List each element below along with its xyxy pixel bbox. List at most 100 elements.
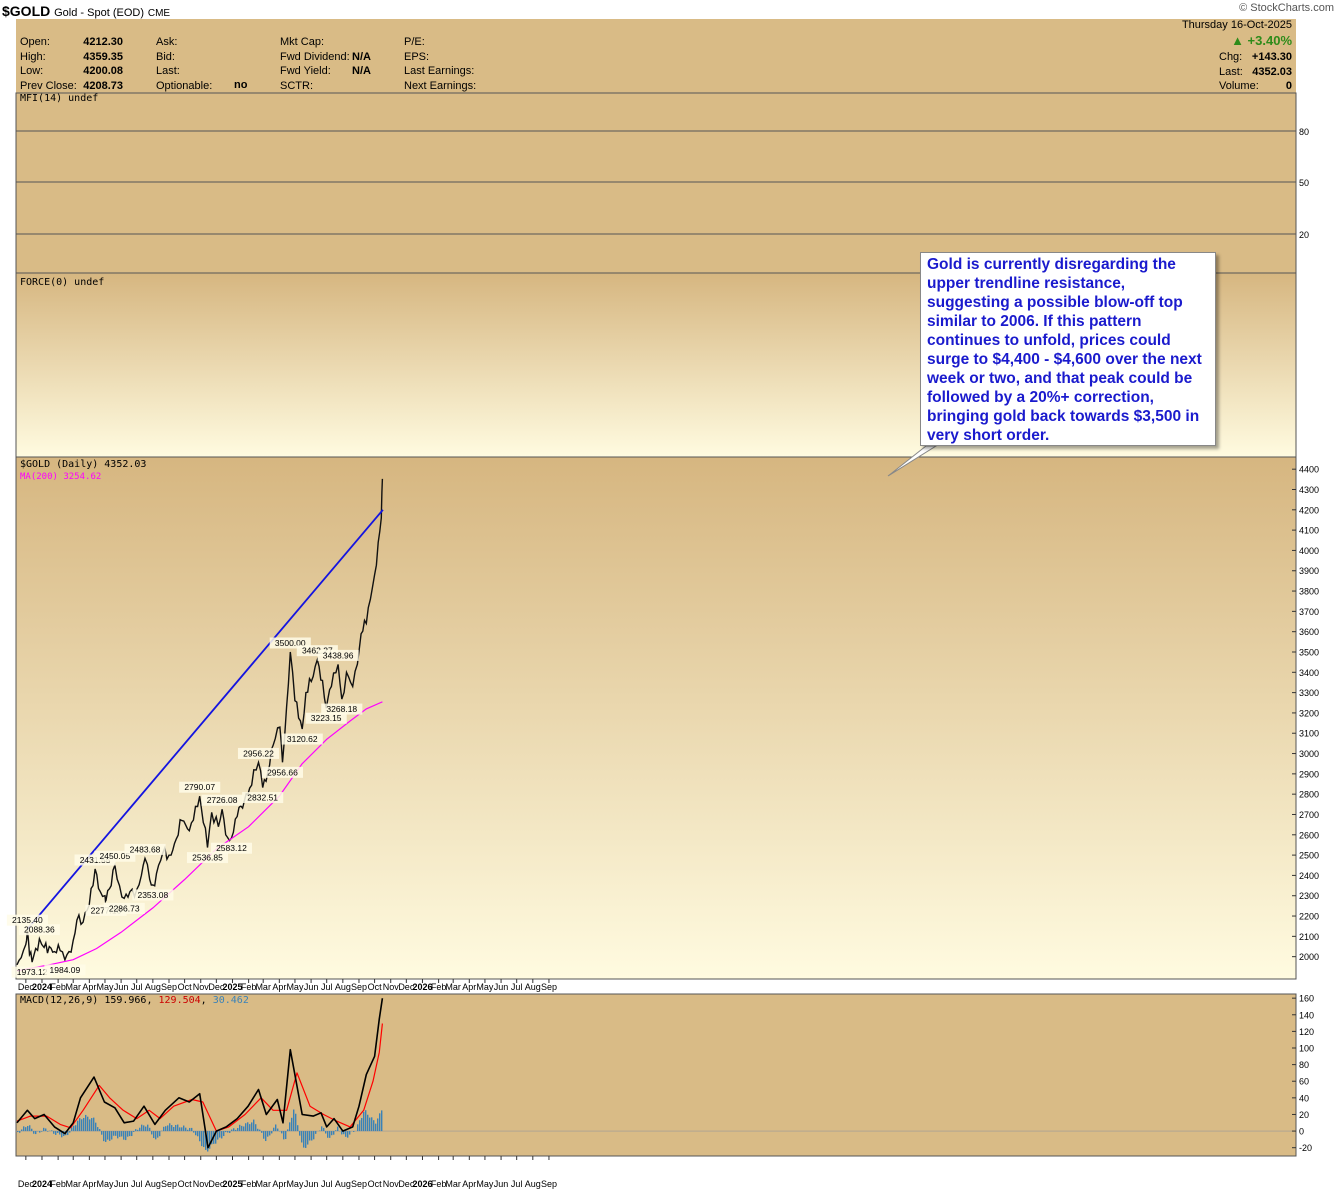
macd-histogram-bar (219, 1131, 221, 1138)
macd-histogram-bar (95, 1122, 97, 1132)
x-axis-label: Dec (18, 1179, 35, 1189)
macd-histogram-bar (337, 1126, 339, 1132)
macd-histogram-bar (107, 1131, 109, 1140)
macd-tick-label: 0 (1299, 1127, 1304, 1137)
header-panel (16, 19, 1296, 93)
mfi-tick-label: 20 (1299, 230, 1309, 240)
macd-histogram-bar (221, 1131, 223, 1139)
price-annotation-bg (132, 889, 174, 901)
macd-histogram-bar (331, 1131, 333, 1136)
macd-histogram-bar (89, 1119, 91, 1132)
x-axis-label: Nov (383, 982, 400, 992)
price-annotation: 2483.68 (130, 844, 161, 854)
macd-histogram-bar (251, 1122, 253, 1132)
x-axis-label: Sep (161, 982, 177, 992)
x-axis-label: Dec (18, 982, 35, 992)
macd-histogram-bar (255, 1124, 257, 1132)
macd-histogram-bar (59, 1131, 61, 1135)
macd-histogram-bar (139, 1127, 141, 1132)
watermark: © StockCharts.com (1239, 2, 1334, 14)
macd-histogram-bar (253, 1119, 255, 1132)
price-annotation-bg (186, 852, 229, 864)
price-annotation: 3268.18 (326, 704, 357, 714)
macd-histogram-bar (289, 1122, 291, 1132)
x-axis-label: Dec (398, 1179, 415, 1189)
macd-histogram-bar (21, 1129, 23, 1132)
macd-histogram-bar (187, 1129, 189, 1132)
price-annotation: 2956.66 (267, 767, 298, 777)
macd-signal-line (16, 1023, 383, 1132)
quote-labels-right: Chg: Last: Volume: (1219, 51, 1259, 92)
macd-histogram-bar (165, 1126, 167, 1132)
macd-histogram-bar (115, 1131, 117, 1136)
macd-histogram-bar (103, 1131, 105, 1142)
price-line (16, 478, 384, 966)
macd-histogram-bar (287, 1129, 289, 1132)
price-annotation-bg (124, 843, 166, 855)
x-axis-label: Sep (351, 1179, 367, 1189)
price-tick-label: 3600 (1299, 627, 1319, 637)
x-axis-label: Feb (431, 982, 447, 992)
macd-histogram-bar (121, 1131, 123, 1137)
macd-histogram-bar (229, 1131, 231, 1133)
price-annotation-bg (94, 850, 136, 862)
macd-histogram-bar (357, 1124, 359, 1132)
macd-histogram-bar (83, 1117, 85, 1132)
macd-histogram-bar (71, 1127, 73, 1132)
quote-values-right: +143.30 4352.03 0 (1251, 51, 1292, 92)
macd-histogram-bar (25, 1127, 27, 1132)
macd-tick-label: 100 (1299, 1044, 1314, 1054)
x-axis-label: Jul (321, 1179, 333, 1189)
price-annotation: 2286.73 (109, 903, 140, 913)
macd-histogram-bar (343, 1131, 345, 1135)
x-axis-label: 2025 (222, 1179, 242, 1189)
price-annotation: 2353.08 (137, 890, 168, 900)
macd-histogram-bar (203, 1131, 205, 1148)
macd-histogram-bar (273, 1127, 275, 1132)
quote-labels-1: Open: High: Low: Prev Close: (20, 36, 77, 92)
macd-histogram-bar (101, 1131, 103, 1135)
macd-histogram-bar (143, 1125, 145, 1132)
x-axis-label: Feb (50, 982, 66, 992)
callout-pointer (887, 445, 938, 477)
macd-histogram-bar (129, 1131, 131, 1137)
macd-histogram-bar (173, 1127, 175, 1132)
x-axis-label: Nov (193, 1179, 210, 1189)
macd-histogram-bar (127, 1131, 129, 1137)
price-annotation: 2832.51 (247, 793, 278, 803)
x-axis-label: Apr (462, 982, 476, 992)
quote-labels-4: P/E: EPS: Last Earnings: Next Earnings: (404, 36, 477, 92)
x-axis-label: Feb (50, 1179, 66, 1189)
macd-histogram-bar (267, 1131, 269, 1137)
macd-histogram-bar (53, 1131, 55, 1134)
macd-histogram-bar (367, 1114, 369, 1132)
macd-histogram-bar (27, 1125, 29, 1132)
macd-tick-label: 80 (1299, 1060, 1309, 1070)
macd-histogram-bar (31, 1128, 33, 1132)
macd-histogram-bar (261, 1131, 263, 1133)
symbol-title: $GOLD Gold - Spot (EOD) CME (2, 3, 171, 19)
macd-histogram-bar (369, 1117, 371, 1132)
price-tick-label: 3100 (1299, 729, 1319, 739)
price-annotation: 2790.07 (184, 782, 215, 792)
price-annotation: 3500.00 (275, 638, 306, 648)
price-annotation: 2135.40 (12, 915, 43, 925)
macd-histogram-bar (379, 1113, 381, 1132)
x-axis-label: Feb (241, 1179, 257, 1189)
macd-histogram-bar (323, 1127, 325, 1132)
price-annotation-bg (210, 842, 252, 854)
macd-histogram-bar (99, 1129, 101, 1132)
ma-legend: MA(200) 3254.62 (20, 472, 101, 482)
price-annotation: 1984.09 (50, 965, 81, 975)
change-pct: ▲ +3.40% (1231, 33, 1292, 48)
macd-histogram-bar (363, 1111, 365, 1132)
macd-line (16, 998, 384, 1149)
price-annotation: 2450.05 (99, 851, 130, 861)
macd-histogram-bar (365, 1110, 367, 1132)
x-axis-label: Oct (178, 982, 193, 992)
x-axis-label: Dec (208, 1179, 225, 1189)
macd-histogram-bar (285, 1131, 287, 1140)
macd-histogram-bar (353, 1131, 355, 1132)
price-tick-label: 3500 (1299, 647, 1319, 657)
